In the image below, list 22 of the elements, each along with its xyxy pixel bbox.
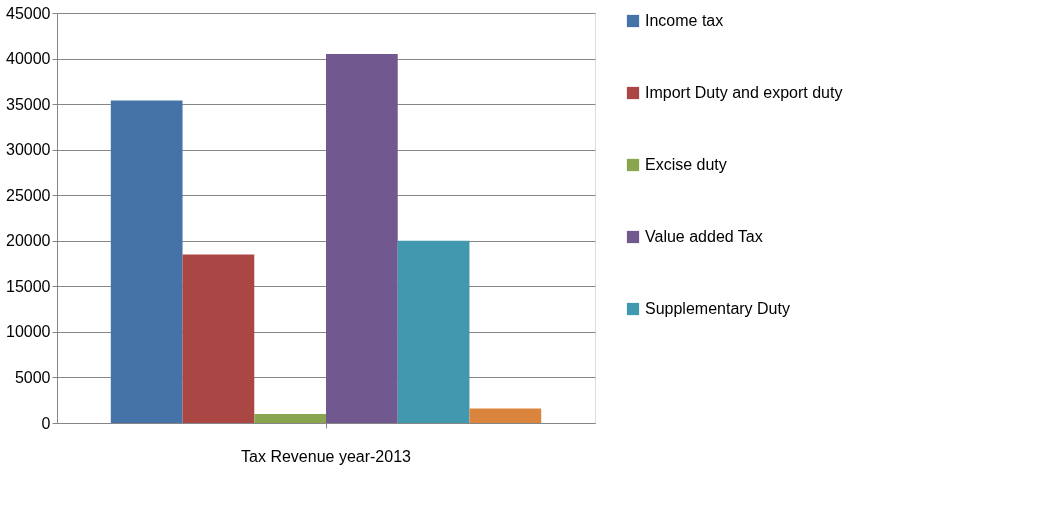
bar <box>326 54 398 423</box>
y-tick-label: 10000 <box>6 323 51 341</box>
legend-label: Import Duty and export duty <box>645 84 843 101</box>
bar <box>469 408 542 423</box>
y-tick-label: 5000 <box>14 368 51 386</box>
legend-label: Supplementary Duty <box>645 300 790 317</box>
bar <box>110 100 183 423</box>
bar <box>182 254 255 423</box>
y-tick-label: 0 <box>41 414 51 432</box>
y-tick-label: 20000 <box>6 232 51 250</box>
y-tick-label: 30000 <box>6 141 51 159</box>
x-tick-label: Tax Revenue year-2013 <box>241 447 412 465</box>
y-tick-label: 40000 <box>6 50 51 68</box>
y-tick-label: 45000 <box>6 4 51 22</box>
bar <box>254 413 326 423</box>
legend-label: Income tax <box>645 12 724 29</box>
legend-label: Value added Tax <box>645 228 763 245</box>
y-tick-label: 25000 <box>6 186 51 204</box>
y-tick-label: 35000 <box>6 95 51 113</box>
bar <box>397 240 470 423</box>
y-tick-label: 15000 <box>6 277 51 295</box>
legend-label: Excise duty <box>645 156 727 173</box>
